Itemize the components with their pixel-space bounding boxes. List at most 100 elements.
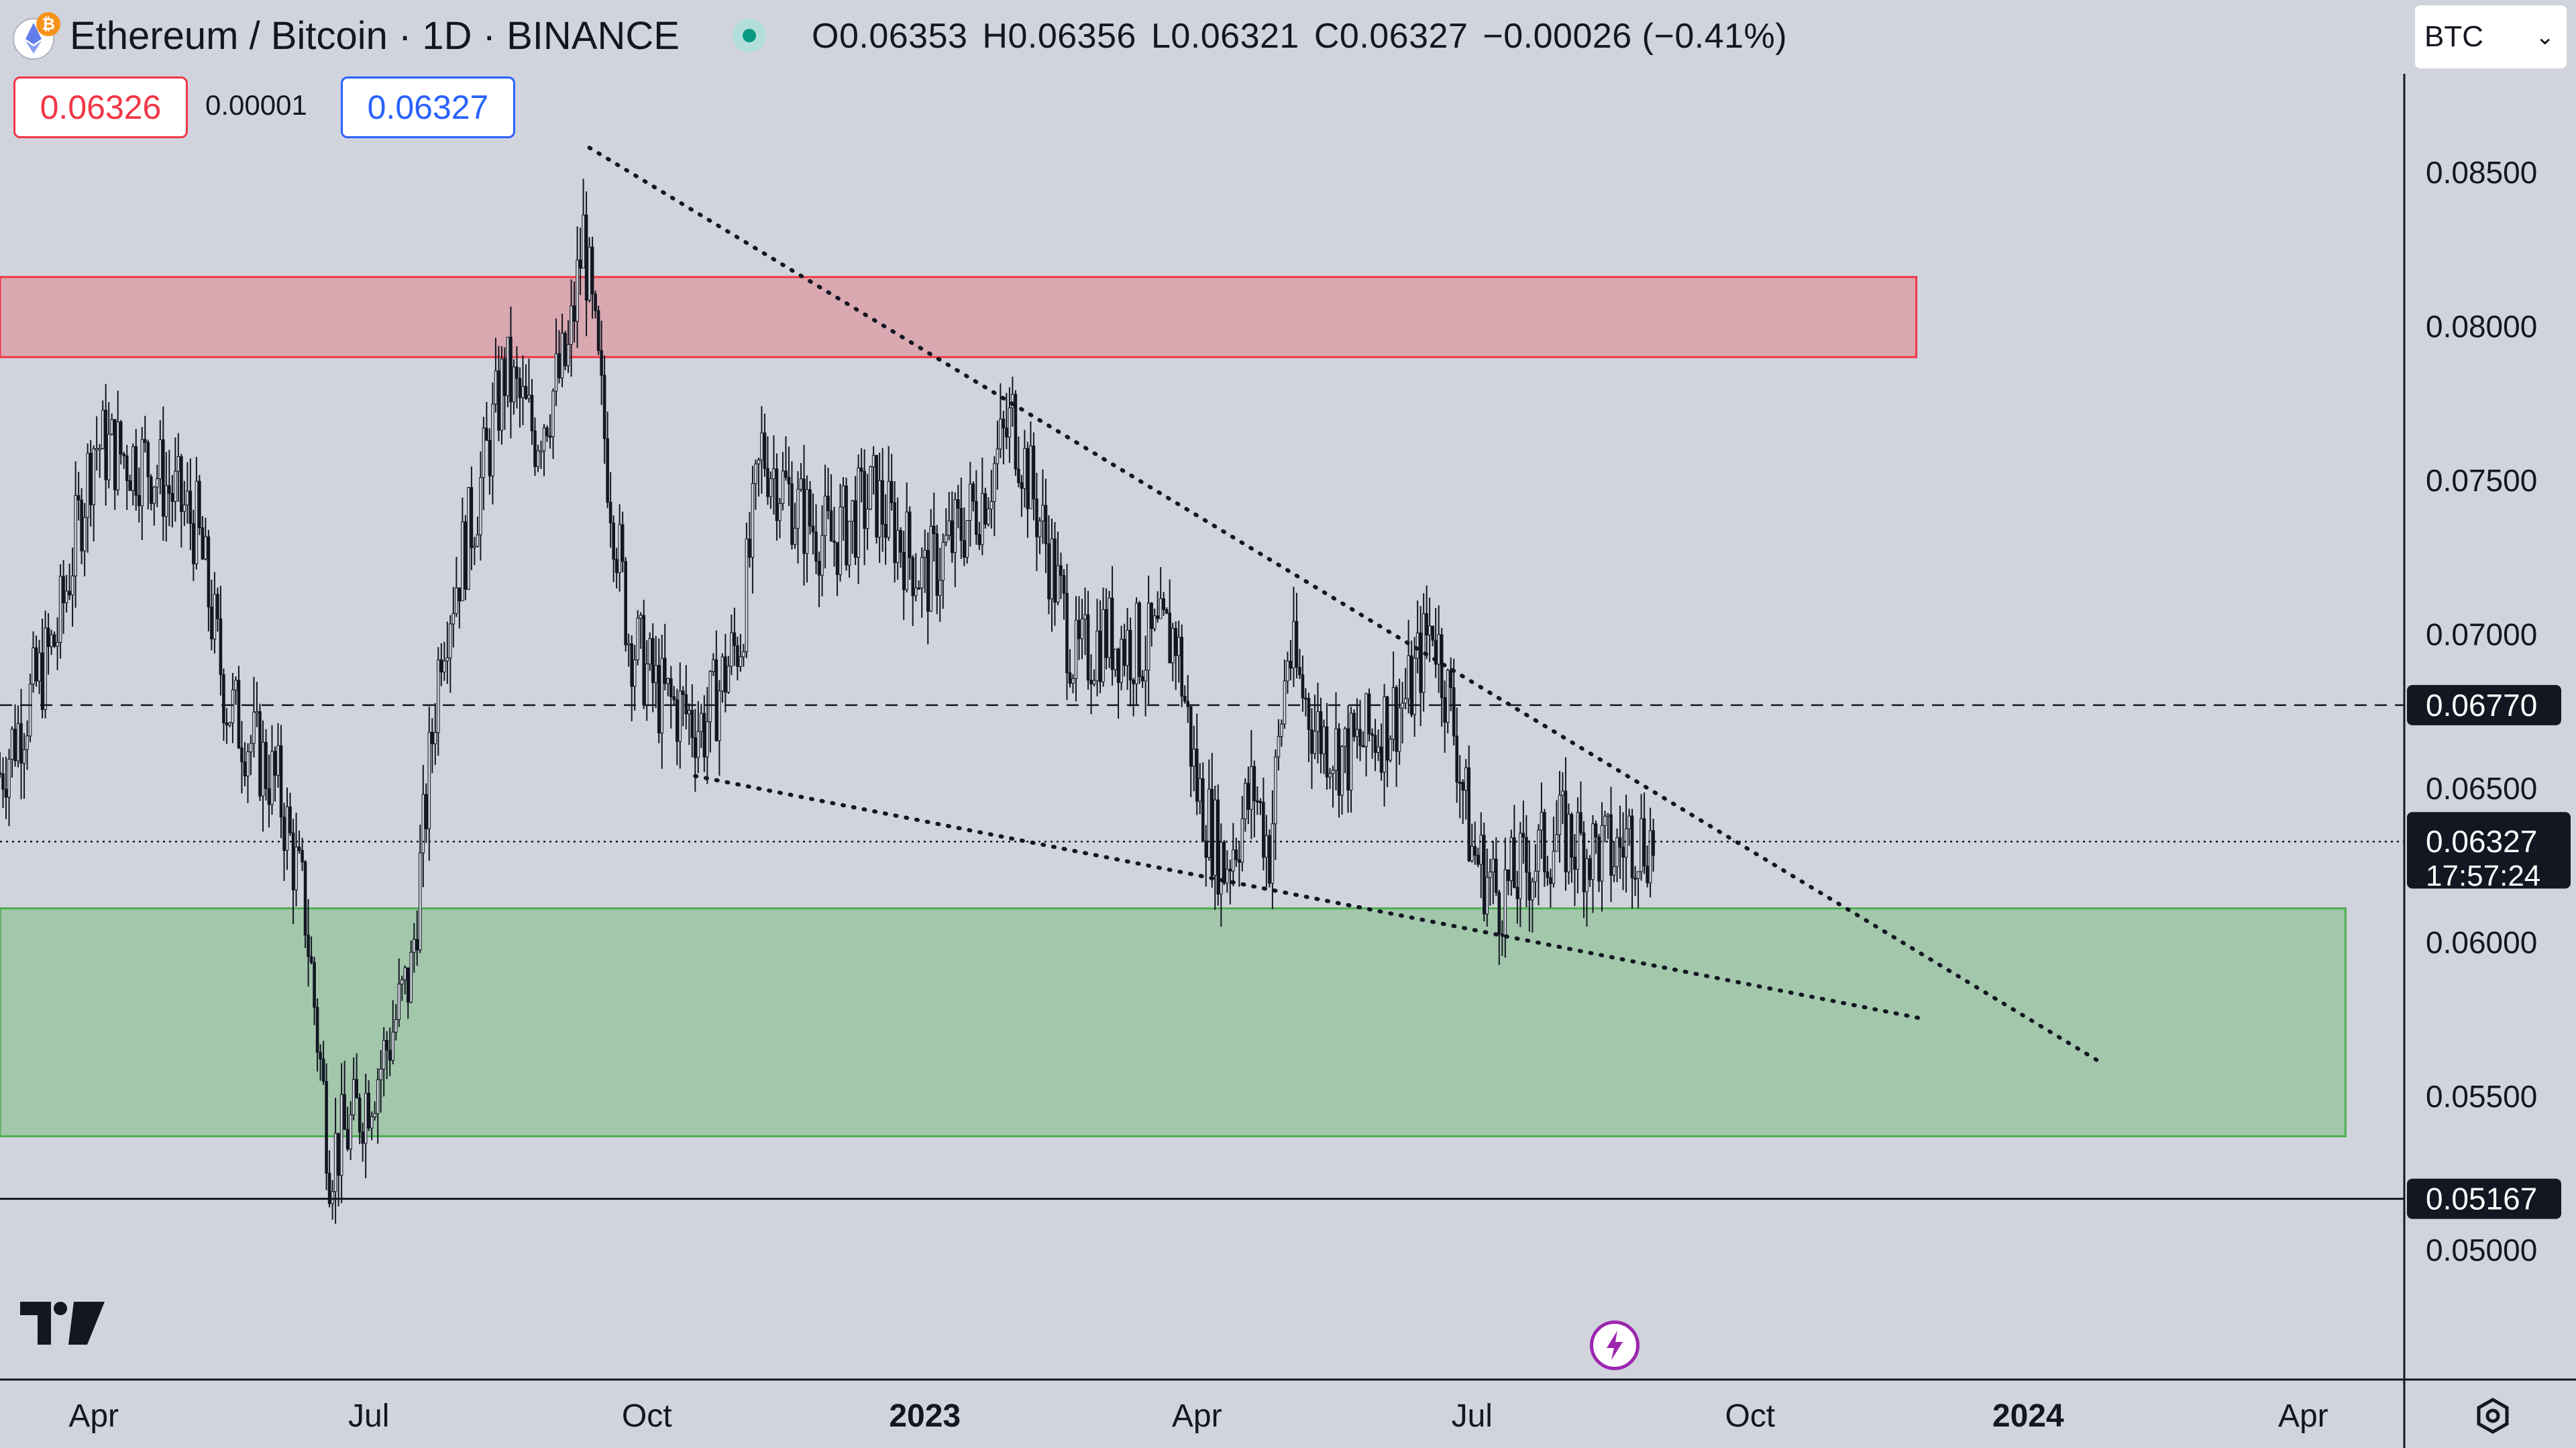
candle <box>720 653 724 703</box>
candle <box>279 725 283 839</box>
candle-body <box>675 699 679 742</box>
candle <box>1537 824 1540 906</box>
candle <box>345 1106 350 1151</box>
tradingview-logo-icon[interactable] <box>20 1302 105 1348</box>
candle-body <box>1086 614 1090 681</box>
candle-body <box>1325 726 1329 778</box>
candle <box>521 355 525 425</box>
candle-body <box>989 501 994 510</box>
candle <box>32 631 35 693</box>
candle <box>116 391 120 496</box>
candle-body <box>959 508 963 541</box>
candle-body <box>512 366 516 403</box>
market-status-icon[interactable] <box>733 19 766 52</box>
candle <box>92 445 95 541</box>
candle <box>170 474 174 528</box>
resistance-line-badge[interactable] <box>2407 684 2561 725</box>
candle-body <box>1437 634 1440 665</box>
candle-body <box>1122 639 1126 666</box>
candle <box>1652 819 1655 872</box>
candle-body <box>1319 711 1323 754</box>
candle <box>1150 602 1153 647</box>
candle <box>1561 772 1564 825</box>
candle <box>1319 697 1323 774</box>
candle-body <box>1443 697 1447 723</box>
candle-body <box>1134 603 1138 684</box>
currency-select[interactable]: BTC ⌄ <box>2415 5 2567 68</box>
candle <box>775 453 779 541</box>
support-line-badge[interactable] <box>2407 1178 2561 1219</box>
candle-body <box>1621 847 1625 858</box>
candle <box>361 1123 364 1162</box>
candle-body <box>969 483 972 521</box>
candle <box>708 670 712 753</box>
candle-body <box>877 480 881 538</box>
candle <box>702 695 706 772</box>
gear-icon[interactable] <box>2473 1396 2513 1439</box>
candle <box>1443 680 1447 753</box>
symbol-title[interactable]: Ethereum / Bitcoin · 1D · BINANCE <box>70 14 680 58</box>
candle-body <box>1600 825 1604 882</box>
y-tick-label: 0.05000 <box>2426 1233 2537 1268</box>
candle <box>1594 820 1598 854</box>
candle <box>1627 809 1631 846</box>
candle <box>594 291 597 319</box>
lightning-icon[interactable] <box>1590 1321 1640 1370</box>
candle <box>539 440 543 469</box>
candle <box>989 470 994 529</box>
candle <box>155 464 159 507</box>
candle <box>618 504 621 592</box>
candle-body <box>875 455 878 538</box>
candle-body <box>1609 814 1613 876</box>
candle-body <box>914 587 918 597</box>
low-value: L0.06321 <box>1150 17 1299 56</box>
supply-zone[interactable] <box>0 276 1918 358</box>
candle <box>379 1049 383 1113</box>
candle <box>192 509 195 581</box>
candle-body <box>833 540 836 543</box>
buy-price-button[interactable]: 0.06327 <box>341 76 515 138</box>
candle <box>1274 749 1277 860</box>
candle-body <box>1555 834 1558 852</box>
candle-body <box>515 366 519 379</box>
candle <box>1074 596 1078 702</box>
candle <box>1473 821 1477 865</box>
candle-body <box>58 576 62 643</box>
candle-body <box>1292 621 1295 669</box>
candle <box>1449 657 1453 712</box>
candle <box>781 452 785 511</box>
candle <box>993 456 996 537</box>
candle-body <box>1467 767 1471 862</box>
candle-body <box>122 454 126 456</box>
candle <box>512 359 516 415</box>
candle-body <box>1011 394 1014 409</box>
change-value: −0.00026 (−0.41%) <box>1483 17 1788 56</box>
candle <box>1050 519 1054 632</box>
candle-body <box>687 710 691 715</box>
candle <box>397 958 401 1027</box>
candle-body <box>808 489 812 527</box>
candle <box>1434 608 1438 678</box>
candle <box>458 587 462 629</box>
candle-body <box>1002 419 1006 429</box>
candle <box>660 634 664 769</box>
candle-body <box>929 525 933 612</box>
candle <box>467 486 470 590</box>
candle <box>216 587 219 632</box>
candle <box>1038 517 1042 554</box>
upper-trendline[interactable] <box>587 146 2103 1065</box>
candle-body <box>745 538 749 652</box>
candle <box>845 477 848 571</box>
candle <box>1515 870 1519 924</box>
candle-body <box>488 439 492 476</box>
candle-body <box>863 470 866 529</box>
candle-body <box>494 370 498 405</box>
candle <box>264 729 268 801</box>
candle <box>321 1041 325 1085</box>
last-price-badge[interactable] <box>2407 812 2571 889</box>
sell-price-button[interactable]: 0.06326 <box>13 76 188 138</box>
candle-body <box>883 523 888 538</box>
candle <box>923 529 927 593</box>
demand-zone[interactable] <box>0 907 2347 1137</box>
